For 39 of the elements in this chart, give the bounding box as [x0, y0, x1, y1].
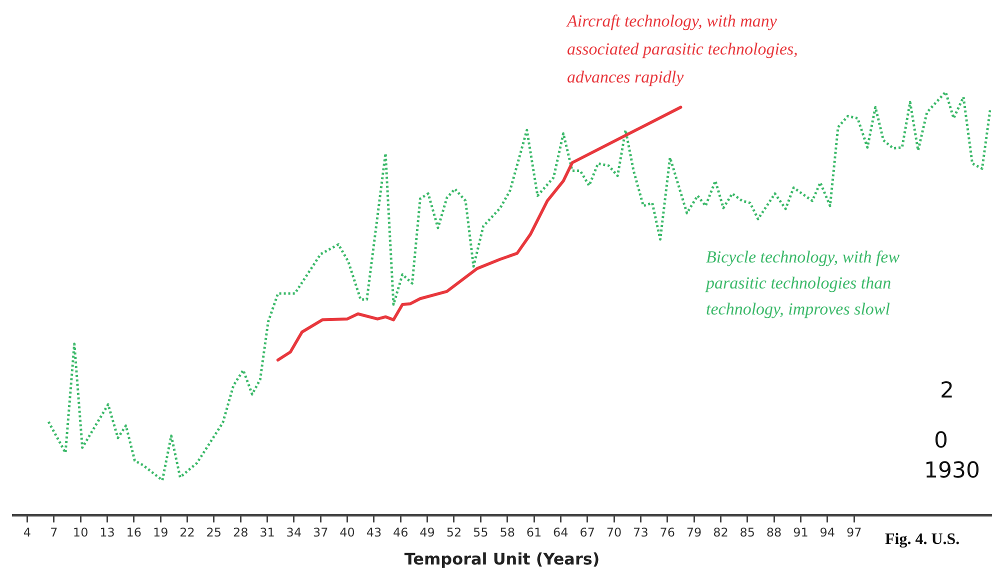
x-tick-label: 73 [633, 526, 648, 540]
x-tick-label: 97 [846, 526, 862, 540]
annotation: Bicycle technology, with few parasitic technologies than technology, improves slowl [705, 247, 900, 318]
x-tick-label: 37 [312, 526, 328, 540]
x-tick-label: 94 [820, 526, 836, 540]
x-tick-label: 10 [72, 526, 88, 540]
x-tick-label: 43 [366, 526, 382, 540]
annotation: 2 [940, 378, 954, 404]
x-tick-label: 82 [713, 526, 728, 540]
annotation: 0 [934, 428, 948, 454]
x-tick-label: 85 [740, 526, 756, 540]
x-tick-label: 61 [526, 526, 542, 540]
x-tick-label: 40 [340, 526, 355, 540]
x-tick-label: 28 [232, 526, 248, 540]
x-tick-label: 16 [126, 526, 142, 540]
x-tick-label: 22 [180, 526, 195, 540]
x-tick-label: 58 [500, 526, 515, 540]
x-tick-label: 13 [100, 526, 115, 540]
x-tick-label: 52 [446, 526, 462, 540]
x-tick-label: 7 [50, 526, 58, 540]
x-tick-label: 79 [686, 526, 702, 540]
x-tick-label: 49 [420, 526, 435, 540]
x-tick-label: 55 [473, 526, 488, 540]
x-tick-label: 64 [553, 526, 568, 540]
x-tick-label: 91 [793, 526, 808, 540]
x-tick-label: 67 [580, 526, 595, 540]
annotation: 1930 [924, 458, 980, 484]
x-tick-label: 70 [606, 526, 622, 540]
x-tick-label: 31 [260, 526, 275, 540]
x-tick-label: 46 [393, 526, 408, 540]
x-tick-label: 88 [766, 526, 782, 540]
x-tick-label: 19 [152, 526, 168, 540]
x-tick-label: 34 [286, 526, 302, 540]
x-tick-label: 4 [23, 526, 32, 540]
x-tick-label: 25 [206, 526, 222, 540]
x-tick-label: 76 [660, 526, 676, 540]
caption: Fig. 4. U.S. [885, 531, 960, 548]
x-axis-title: Temporal Unit (Years) [404, 550, 600, 569]
text: Aircraft technology, with many associated parasitic technologies, advances rapidly [566, 11, 798, 86]
